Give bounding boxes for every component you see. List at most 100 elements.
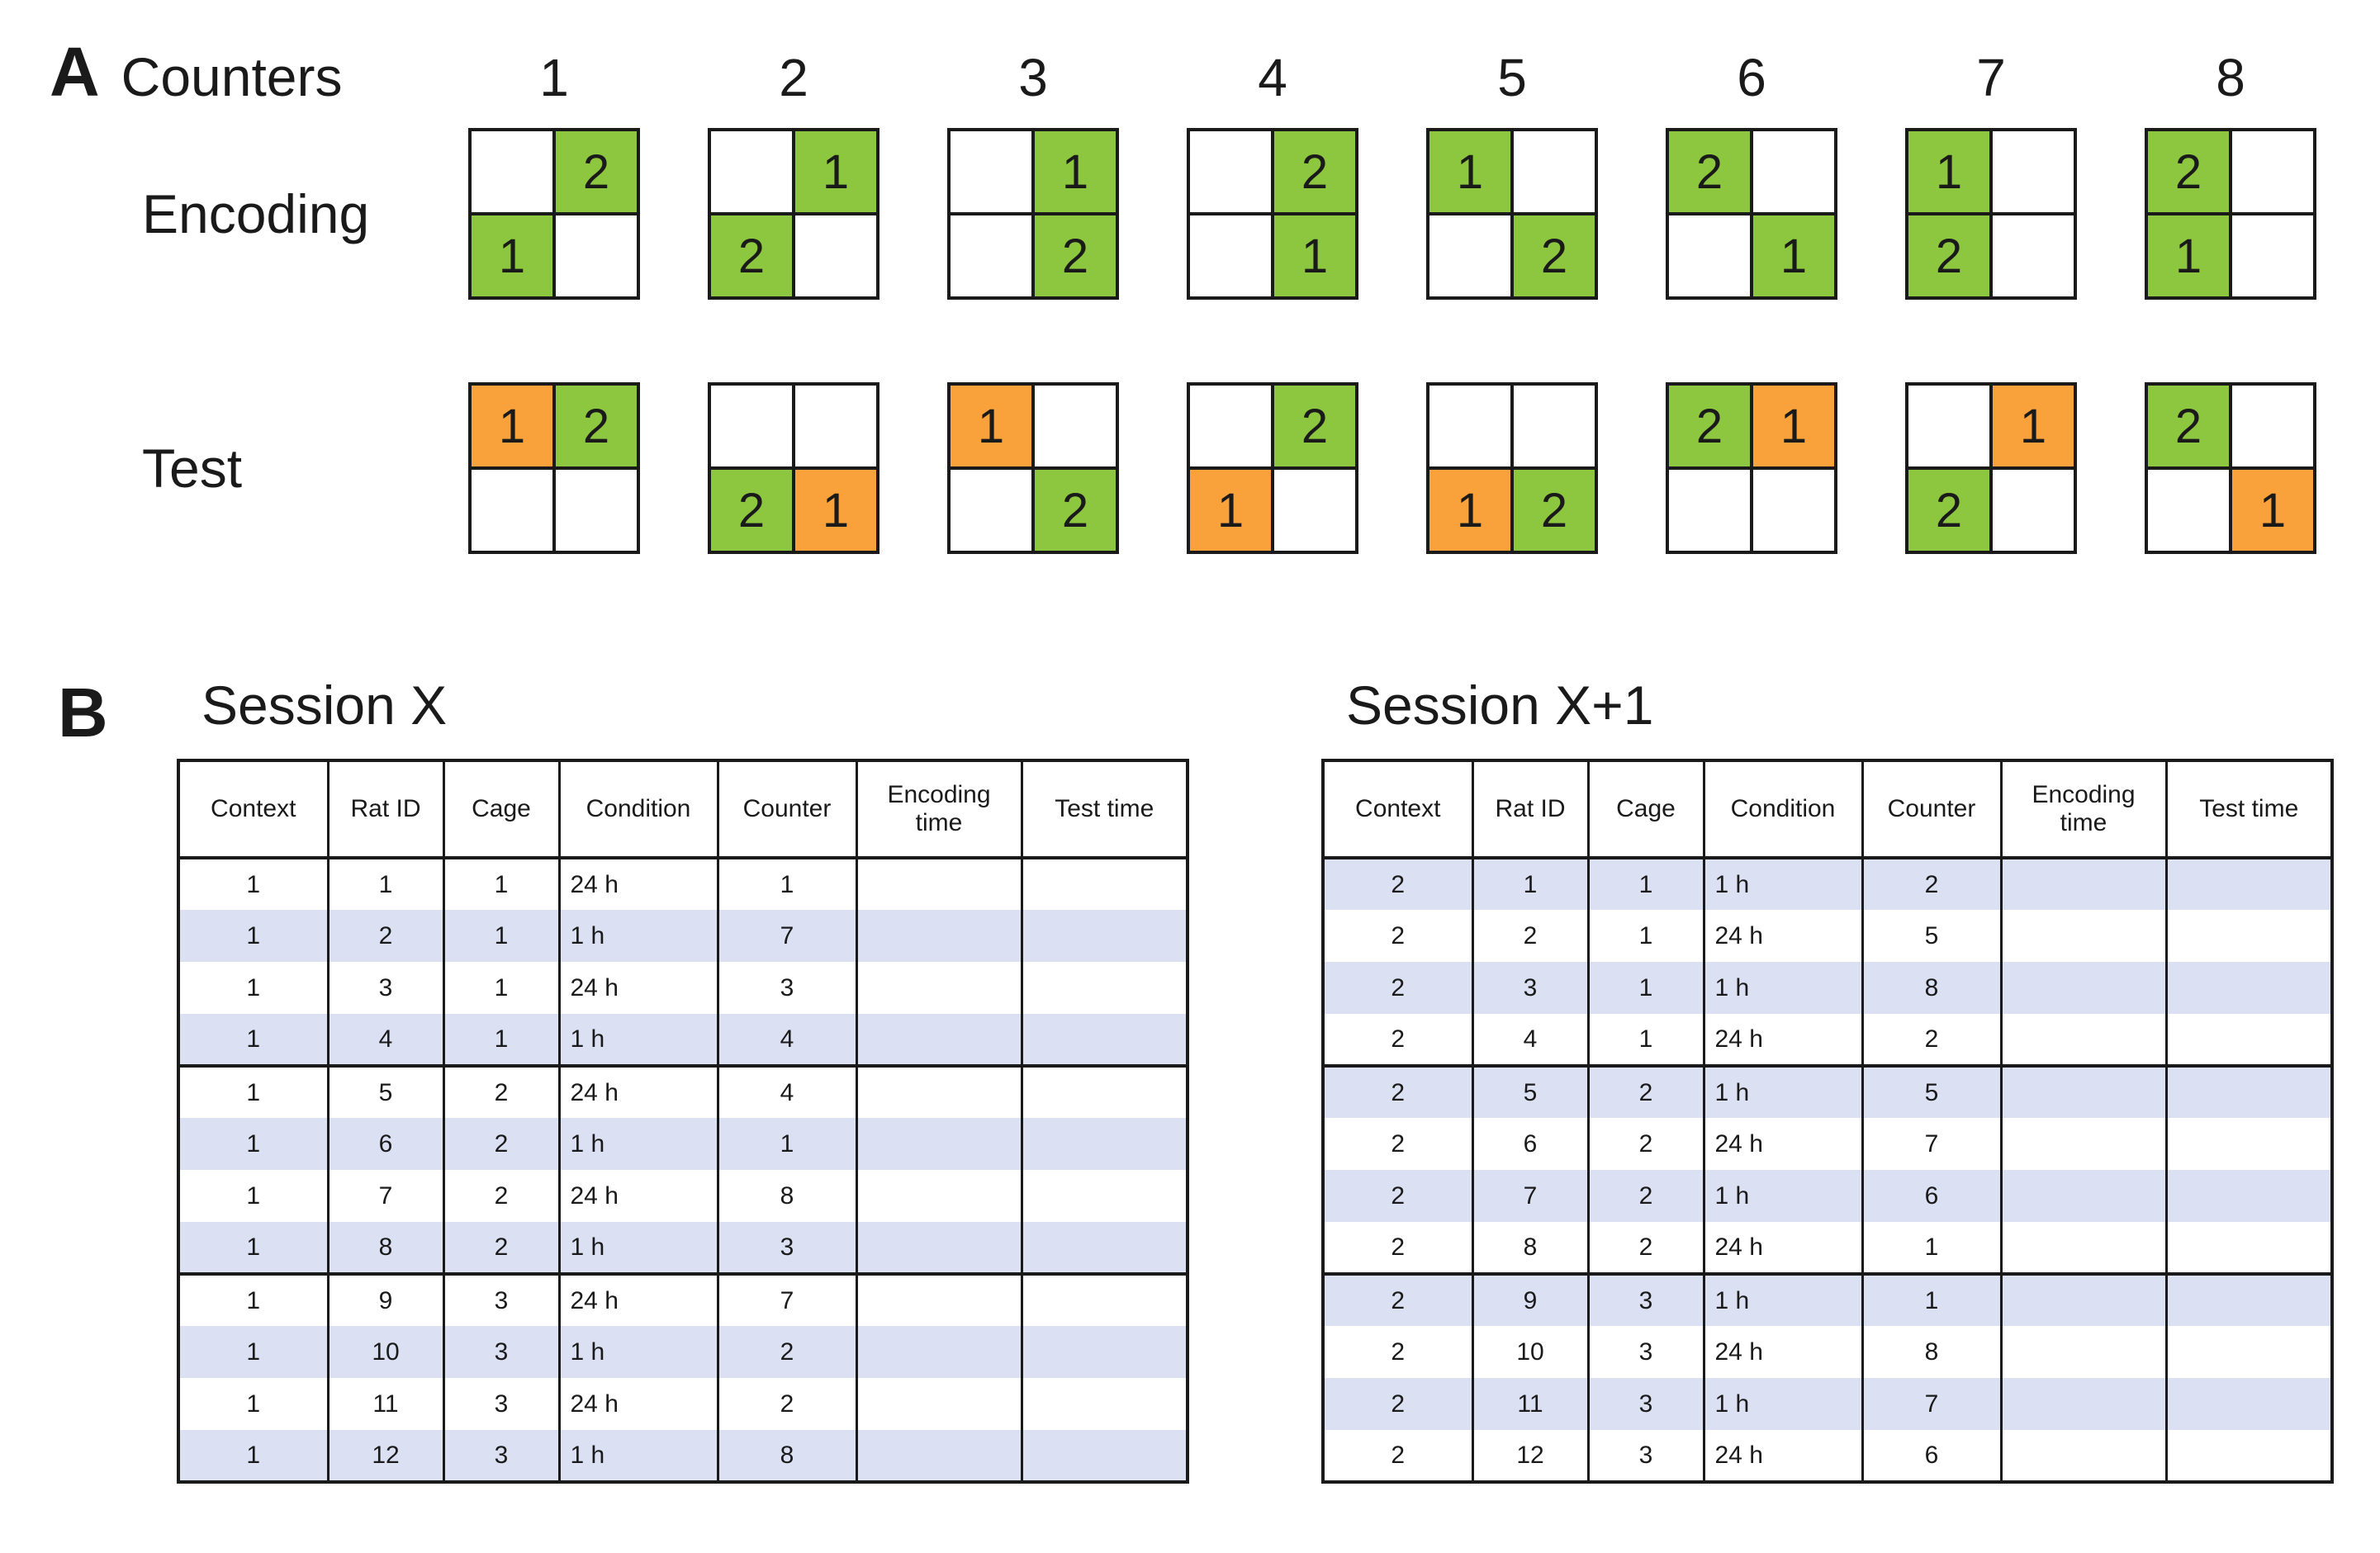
- table-cell: 24 h: [1702, 1014, 1864, 1068]
- encoding-grid-cell-empty: [949, 214, 1033, 298]
- column-header: Counter: [1861, 760, 2003, 859]
- encoding-grid-cell-empty: [949, 130, 1033, 214]
- table-cell: 2: [1861, 858, 2003, 910]
- table-cell: [2164, 1274, 2334, 1326]
- table-cell: [1999, 1170, 2168, 1222]
- encoding-grid-cell-empty: [1752, 130, 1836, 214]
- table-cell: 3: [1471, 962, 1590, 1014]
- table-cell: 1: [1471, 858, 1590, 910]
- table-cell: 4: [1471, 1014, 1590, 1068]
- table-cell: 12: [1471, 1430, 1590, 1482]
- column-header: Context: [177, 760, 330, 859]
- test-grid-cell-empty: [470, 468, 554, 552]
- table-cell: 2: [442, 1066, 561, 1118]
- table-cell: [1999, 1430, 2168, 1482]
- encoding-grid-cell-empty: [2231, 130, 2315, 214]
- table-cell: 9: [326, 1274, 445, 1326]
- encoding-grid-cell-visit-2: 2: [1512, 214, 1596, 298]
- encoding-grid-cell-visit-2: 2: [554, 130, 638, 214]
- table-cell: 7: [716, 910, 858, 962]
- test-grid-cell-empty: [1907, 384, 1991, 468]
- table-cell: 1: [442, 962, 561, 1014]
- table-cell: 1: [442, 1014, 561, 1068]
- counter-number-1: 1: [539, 48, 569, 107]
- table-cell: 24 h: [557, 962, 719, 1014]
- table-cell: 5: [1471, 1066, 1590, 1118]
- column-header: Test time: [1020, 760, 1189, 859]
- table-cell: 2: [1586, 1170, 1705, 1222]
- table-cell: 8: [716, 1170, 858, 1222]
- header-row: Context Rat ID Cage Condition Counter Encodin…: [177, 760, 1189, 859]
- encoding-grid-cell-empty: [1428, 214, 1512, 298]
- table-cell: [855, 1170, 1023, 1222]
- table-cell: 1: [177, 858, 330, 910]
- table-cell: 3: [1586, 1274, 1705, 1326]
- panel-a-label: A: [50, 33, 100, 111]
- table-cell: 8: [1861, 1326, 2003, 1378]
- table-cell: 7: [1471, 1170, 1590, 1222]
- table-cell: 24 h: [1702, 1326, 1864, 1378]
- table-cell: 2: [1321, 1222, 1474, 1276]
- table-cell: 2: [1586, 1118, 1705, 1170]
- encoding-grid-cell-empty: [1188, 214, 1273, 298]
- table-cell: 7: [326, 1170, 445, 1222]
- encoding-grid-cell-visit-2: 2: [709, 214, 794, 298]
- session-x-table: Context Rat ID Cage Condition Counter Encodin…: [177, 759, 1189, 1484]
- table-cell: [2164, 1170, 2334, 1222]
- table-cell: [855, 962, 1023, 1014]
- table-cell: 1: [177, 910, 330, 962]
- table-cell: 1 h: [557, 1118, 719, 1170]
- test-grid-cell-visit-2: 2: [1667, 384, 1752, 468]
- table-cell: [855, 1274, 1023, 1326]
- table-cell: [1020, 1222, 1189, 1276]
- table-cell: [1020, 1014, 1189, 1068]
- table-cell: [2164, 1326, 2334, 1378]
- counter-number-6: 6: [1737, 48, 1766, 107]
- table-cell: 3: [442, 1326, 561, 1378]
- table-cell: 4: [716, 1066, 858, 1118]
- table-cell: 1: [177, 1170, 330, 1222]
- table-cell: 8: [716, 1430, 858, 1482]
- encoding-grid-cell-visit-2: 2: [2146, 130, 2231, 214]
- table-cell: 2: [1586, 1222, 1705, 1276]
- table-cell: 5: [1861, 910, 2003, 962]
- encoding-grid-cell-empty: [470, 130, 554, 214]
- table-cell: [1020, 1066, 1189, 1118]
- table-cell: 1: [442, 910, 561, 962]
- table-cell: [2164, 1066, 2334, 1118]
- table-cell: 1 h: [557, 1326, 719, 1378]
- table-cell: 2: [1321, 1170, 1474, 1222]
- test-grid-cell-empty: [1273, 468, 1357, 552]
- test-grid-cell-empty: [2231, 384, 2315, 468]
- table-cell: 11: [326, 1378, 445, 1430]
- table-cell: [2164, 1014, 2334, 1068]
- table-cell: 10: [326, 1326, 445, 1378]
- table-cell: 10: [1471, 1326, 1590, 1378]
- table-cell: [1999, 1274, 2168, 1326]
- panel-b-label: B: [58, 674, 108, 751]
- table-cell: 2: [1321, 858, 1474, 910]
- encoding-grid-cell-visit-1: 1: [794, 130, 878, 214]
- table-cell: 24 h: [1702, 1430, 1864, 1482]
- test-label: Test: [142, 438, 243, 499]
- table-cell: [855, 1222, 1023, 1276]
- table-cell: 1: [326, 858, 445, 910]
